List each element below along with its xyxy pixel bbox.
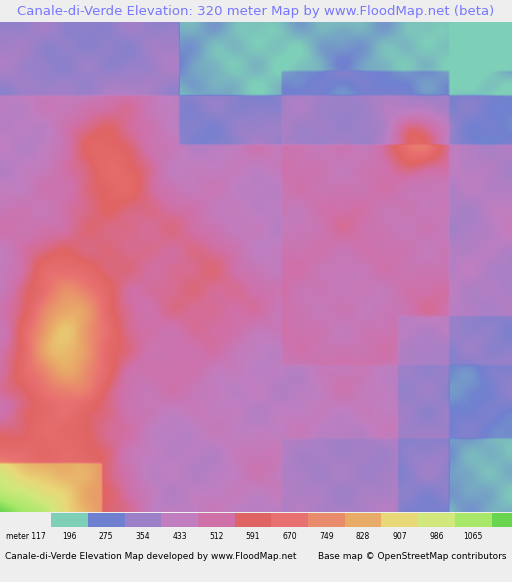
- Text: Base map © OpenStreetMap contributors: Base map © OpenStreetMap contributors: [318, 552, 507, 561]
- Bar: [345, 513, 381, 527]
- Text: 275: 275: [99, 531, 114, 541]
- Bar: [124, 513, 161, 527]
- Text: 196: 196: [62, 531, 77, 541]
- Bar: [271, 513, 308, 527]
- Text: 828: 828: [356, 531, 370, 541]
- Bar: [161, 513, 198, 527]
- Bar: [198, 513, 234, 527]
- Bar: [492, 513, 512, 527]
- Text: Canale-di-Verde Elevation: 320 meter Map by www.FloodMap.net (beta): Canale-di-Verde Elevation: 320 meter Map…: [17, 5, 495, 17]
- Text: 591: 591: [246, 531, 260, 541]
- Text: 354: 354: [136, 531, 150, 541]
- Bar: [418, 513, 455, 527]
- Text: 986: 986: [429, 531, 444, 541]
- Text: meter 117: meter 117: [6, 531, 46, 541]
- Bar: [455, 513, 492, 527]
- Text: 670: 670: [283, 531, 297, 541]
- Text: Canale-di-Verde Elevation Map developed by www.FloodMap.net: Canale-di-Verde Elevation Map developed …: [5, 552, 296, 561]
- Bar: [88, 513, 124, 527]
- Bar: [234, 513, 271, 527]
- Text: 1065: 1065: [463, 531, 483, 541]
- Text: 907: 907: [393, 531, 407, 541]
- Bar: [51, 513, 88, 527]
- Text: 433: 433: [173, 531, 187, 541]
- Bar: [381, 513, 418, 527]
- Bar: [308, 513, 345, 527]
- Text: 749: 749: [319, 531, 334, 541]
- Text: 512: 512: [209, 531, 224, 541]
